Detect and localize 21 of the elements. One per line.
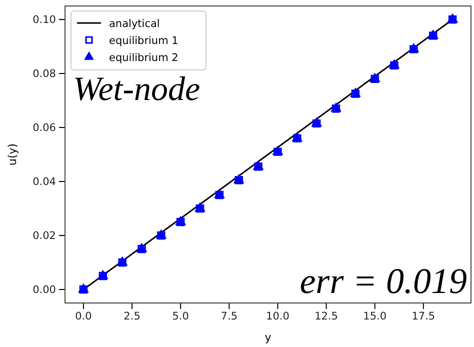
x-tick-label: 12.5 xyxy=(314,310,338,322)
x-tick-label: 7.5 xyxy=(220,310,238,322)
x-tick-label: 5.0 xyxy=(172,310,189,322)
legend-label: equilibrium 2 xyxy=(109,52,178,64)
y-axis-title: u(y) xyxy=(6,143,19,166)
y-tick-label: 0.02 xyxy=(32,230,56,242)
x-axis-title: y xyxy=(264,331,272,344)
x-tick-label: 10.0 xyxy=(266,310,290,322)
x-tick-label: 0.0 xyxy=(75,310,92,322)
x-tick-label: 17.5 xyxy=(412,310,436,322)
x-tick-label: 15.0 xyxy=(363,310,387,322)
y-tick-label: 0.08 xyxy=(32,68,56,80)
annotation: err = 0.019 xyxy=(300,261,467,301)
legend-label: analytical xyxy=(109,18,160,30)
legend-label: equilibrium 1 xyxy=(109,35,178,47)
y-tick-label: 0.04 xyxy=(32,176,56,188)
y-tick-label: 0.06 xyxy=(32,122,56,134)
annotation: Wet-node xyxy=(73,71,200,108)
x-tick-label: 2.5 xyxy=(124,310,140,322)
y-tick-label: 0.00 xyxy=(32,284,56,296)
y-tick-label: 0.10 xyxy=(32,14,56,26)
